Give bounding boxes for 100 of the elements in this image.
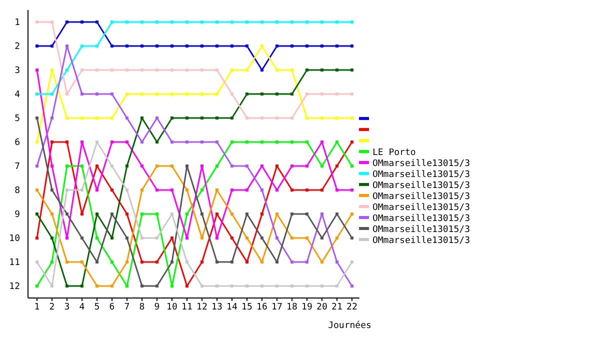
x-tick-label: 21 (332, 302, 342, 312)
x-tick-label: 20 (316, 302, 328, 312)
point (230, 20, 234, 24)
point (140, 92, 144, 96)
point (320, 140, 324, 144)
point (305, 68, 308, 72)
point (290, 68, 294, 72)
x-tick-label: 5 (94, 302, 100, 312)
point (335, 260, 338, 264)
point (290, 188, 294, 192)
y-tick-label: 5 (14, 114, 20, 124)
legend-label: OMmarseille13015/3 (372, 236, 470, 247)
point (275, 236, 278, 240)
point (245, 188, 248, 192)
x-tick-label: 18 (286, 302, 298, 312)
point (125, 140, 128, 144)
point (245, 260, 248, 264)
point (200, 20, 204, 24)
point (230, 236, 234, 240)
point (185, 164, 188, 168)
point (155, 164, 158, 168)
legend-label: OMmarseille13015/3 (372, 214, 470, 225)
y-tick-label: 11 (9, 258, 20, 268)
point (200, 260, 204, 264)
point (125, 212, 128, 216)
point (140, 284, 144, 288)
point (215, 44, 218, 48)
point (140, 212, 144, 216)
point (185, 44, 188, 48)
point (200, 140, 204, 144)
point (170, 260, 174, 264)
legend-label: OMmarseille13015/3 (372, 170, 470, 181)
point (155, 284, 158, 288)
point (155, 20, 158, 24)
point (320, 164, 324, 168)
point (185, 212, 188, 216)
point (305, 20, 308, 24)
point (350, 284, 354, 288)
point (350, 164, 354, 168)
point (110, 188, 114, 192)
point (170, 44, 174, 48)
point (230, 212, 234, 216)
point (245, 236, 248, 240)
point (260, 212, 264, 216)
point (305, 236, 308, 240)
point (200, 212, 204, 216)
x-tick-label: 13 (212, 302, 222, 312)
point (245, 140, 248, 144)
point (260, 164, 264, 168)
point (110, 44, 114, 48)
point (125, 284, 128, 288)
point (215, 140, 218, 144)
point (185, 20, 188, 24)
point (215, 236, 218, 240)
point (290, 92, 294, 96)
line-series (36, 68, 354, 240)
x-axis-title: Journées (328, 320, 372, 331)
line-series (36, 20, 354, 120)
point (335, 212, 338, 216)
y-tick-label: 7 (14, 162, 20, 172)
point (320, 44, 324, 48)
point (335, 236, 338, 240)
point (290, 236, 294, 240)
point (170, 188, 174, 192)
point (275, 44, 278, 48)
x-tick-label: 9 (154, 302, 160, 312)
x-tick-label: 4 (79, 302, 85, 312)
point (185, 188, 188, 192)
point (350, 44, 354, 48)
point (275, 188, 278, 192)
point (110, 260, 114, 264)
x-tick-label: 10 (166, 302, 178, 312)
point (170, 116, 174, 120)
y-tick-label: 8 (14, 186, 20, 196)
x-tick-label: 12 (196, 302, 208, 312)
point (155, 260, 158, 264)
point (350, 212, 354, 216)
point (200, 44, 204, 48)
y-tick-label: 9 (14, 210, 20, 220)
point (230, 188, 234, 192)
point (350, 236, 354, 240)
point (185, 140, 188, 144)
x-tick-label: 11 (182, 302, 192, 312)
point (140, 260, 144, 264)
point (110, 284, 114, 288)
point (350, 140, 354, 144)
point (140, 188, 144, 192)
line-series (36, 164, 354, 288)
point (110, 236, 114, 240)
point (215, 212, 218, 216)
point (125, 44, 128, 48)
point (215, 164, 218, 168)
point (245, 20, 248, 24)
point (140, 140, 144, 144)
y-tick-label: 10 (9, 234, 20, 244)
legend-label: OMmarseille13015/3 (372, 159, 470, 170)
point (245, 44, 248, 48)
point (275, 212, 278, 216)
point (110, 20, 114, 24)
point (170, 284, 174, 288)
